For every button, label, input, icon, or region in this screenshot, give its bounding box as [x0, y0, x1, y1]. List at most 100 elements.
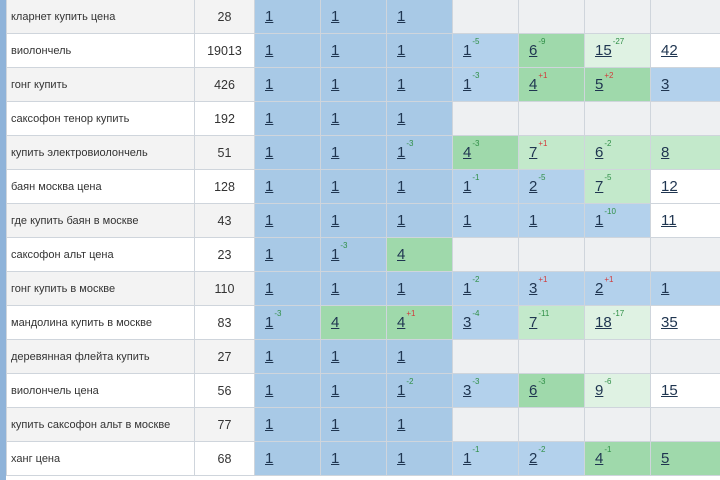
- position-cell[interactable]: 1: [320, 203, 387, 238]
- position-cell[interactable]: 4-1: [584, 441, 651, 476]
- position-link[interactable]: 6: [595, 144, 604, 161]
- position-cell[interactable]: 1: [650, 271, 720, 306]
- position-cell[interactable]: 6-2: [584, 135, 651, 170]
- position-cell[interactable]: 1: [386, 441, 453, 476]
- position-cell[interactable]: 1: [320, 169, 387, 204]
- position-cell[interactable]: 1: [254, 339, 321, 374]
- position-link[interactable]: 7: [529, 144, 538, 161]
- position-link[interactable]: 1: [265, 42, 274, 59]
- position-link[interactable]: 1: [397, 382, 406, 399]
- position-link[interactable]: 5: [661, 450, 670, 467]
- position-link[interactable]: 1: [265, 280, 274, 297]
- position-link[interactable]: 42: [661, 42, 678, 59]
- position-link[interactable]: 1: [397, 416, 406, 433]
- position-link[interactable]: 1: [397, 144, 406, 161]
- position-link[interactable]: 1: [265, 246, 274, 263]
- position-link[interactable]: 1: [265, 314, 274, 331]
- position-cell[interactable]: 4: [386, 237, 453, 272]
- position-link[interactable]: 1: [463, 76, 472, 93]
- position-link[interactable]: 3: [661, 76, 670, 93]
- position-link[interactable]: 1: [397, 348, 406, 365]
- position-link[interactable]: 5: [595, 76, 604, 93]
- position-cell[interactable]: 1-1: [452, 169, 519, 204]
- position-cell[interactable]: 1: [254, 407, 321, 442]
- position-cell[interactable]: 42: [650, 33, 720, 68]
- position-cell[interactable]: 1: [386, 67, 453, 102]
- position-cell[interactable]: 35: [650, 305, 720, 340]
- position-link[interactable]: 1: [595, 212, 604, 229]
- position-cell[interactable]: 1: [386, 0, 453, 34]
- position-link[interactable]: 1: [331, 348, 340, 365]
- position-cell[interactable]: 1: [386, 203, 453, 238]
- position-link[interactable]: 1: [331, 416, 340, 433]
- position-link[interactable]: 4: [595, 450, 604, 467]
- position-cell[interactable]: 1: [320, 407, 387, 442]
- position-cell[interactable]: 2-5: [518, 169, 585, 204]
- position-cell[interactable]: 18-17: [584, 305, 651, 340]
- position-cell[interactable]: 3: [650, 67, 720, 102]
- position-cell[interactable]: 1: [386, 407, 453, 442]
- position-link[interactable]: 1: [529, 212, 538, 229]
- position-link[interactable]: 1: [265, 348, 274, 365]
- position-cell[interactable]: 2-2: [518, 441, 585, 476]
- position-cell[interactable]: 5+2: [584, 67, 651, 102]
- position-cell[interactable]: 1: [254, 373, 321, 408]
- position-link[interactable]: 1: [661, 280, 670, 297]
- position-link[interactable]: 1: [265, 450, 274, 467]
- position-link[interactable]: 1: [331, 144, 340, 161]
- position-cell[interactable]: 6-9: [518, 33, 585, 68]
- position-cell[interactable]: 4+1: [518, 67, 585, 102]
- position-link[interactable]: 18: [595, 314, 612, 331]
- position-link[interactable]: 1: [265, 416, 274, 433]
- position-cell[interactable]: 3-4: [452, 305, 519, 340]
- position-cell[interactable]: 1: [320, 67, 387, 102]
- position-link[interactable]: 1: [265, 144, 274, 161]
- position-link[interactable]: 2: [529, 450, 538, 467]
- position-link[interactable]: 1: [331, 382, 340, 399]
- position-cell[interactable]: 1-2: [452, 271, 519, 306]
- position-cell[interactable]: 1-5: [452, 33, 519, 68]
- position-cell[interactable]: 1: [254, 271, 321, 306]
- position-cell[interactable]: 1-1: [452, 441, 519, 476]
- position-link[interactable]: 1: [463, 212, 472, 229]
- position-link[interactable]: 1: [463, 450, 472, 467]
- position-link[interactable]: 1: [397, 212, 406, 229]
- position-cell[interactable]: 1: [254, 135, 321, 170]
- position-link[interactable]: 1: [265, 8, 274, 25]
- position-cell[interactable]: 4+1: [386, 305, 453, 340]
- position-link[interactable]: 3: [463, 382, 472, 399]
- position-link[interactable]: 4: [397, 314, 406, 331]
- position-link[interactable]: 1: [397, 110, 406, 127]
- position-cell[interactable]: 1: [320, 441, 387, 476]
- position-link[interactable]: 1: [397, 42, 406, 59]
- position-link[interactable]: 1: [331, 450, 340, 467]
- position-cell[interactable]: 1: [320, 339, 387, 374]
- position-link[interactable]: 12: [661, 178, 678, 195]
- position-cell[interactable]: 1: [386, 339, 453, 374]
- position-link[interactable]: 4: [463, 144, 472, 161]
- position-link[interactable]: 2: [595, 280, 604, 297]
- position-cell[interactable]: 1: [254, 237, 321, 272]
- position-cell[interactable]: 7+1: [518, 135, 585, 170]
- position-cell[interactable]: 7-11: [518, 305, 585, 340]
- position-link[interactable]: 7: [529, 314, 538, 331]
- position-cell[interactable]: 1-2: [386, 373, 453, 408]
- position-cell[interactable]: 1-3: [452, 67, 519, 102]
- position-cell[interactable]: 12: [650, 169, 720, 204]
- position-cell[interactable]: 4: [320, 305, 387, 340]
- position-cell[interactable]: 8: [650, 135, 720, 170]
- position-cell[interactable]: 1: [320, 101, 387, 136]
- position-cell[interactable]: 1: [320, 0, 387, 34]
- position-cell[interactable]: 9-6: [584, 373, 651, 408]
- position-cell[interactable]: 1: [254, 441, 321, 476]
- position-cell[interactable]: 1-10: [584, 203, 651, 238]
- position-cell[interactable]: 1: [518, 203, 585, 238]
- position-cell[interactable]: 1: [254, 33, 321, 68]
- position-link[interactable]: 4: [397, 246, 406, 263]
- position-link[interactable]: 1: [265, 110, 274, 127]
- position-cell[interactable]: 11: [650, 203, 720, 238]
- position-cell[interactable]: 1-3: [254, 305, 321, 340]
- position-cell[interactable]: 1-3: [386, 135, 453, 170]
- position-cell[interactable]: 5: [650, 441, 720, 476]
- position-link[interactable]: 1: [397, 8, 406, 25]
